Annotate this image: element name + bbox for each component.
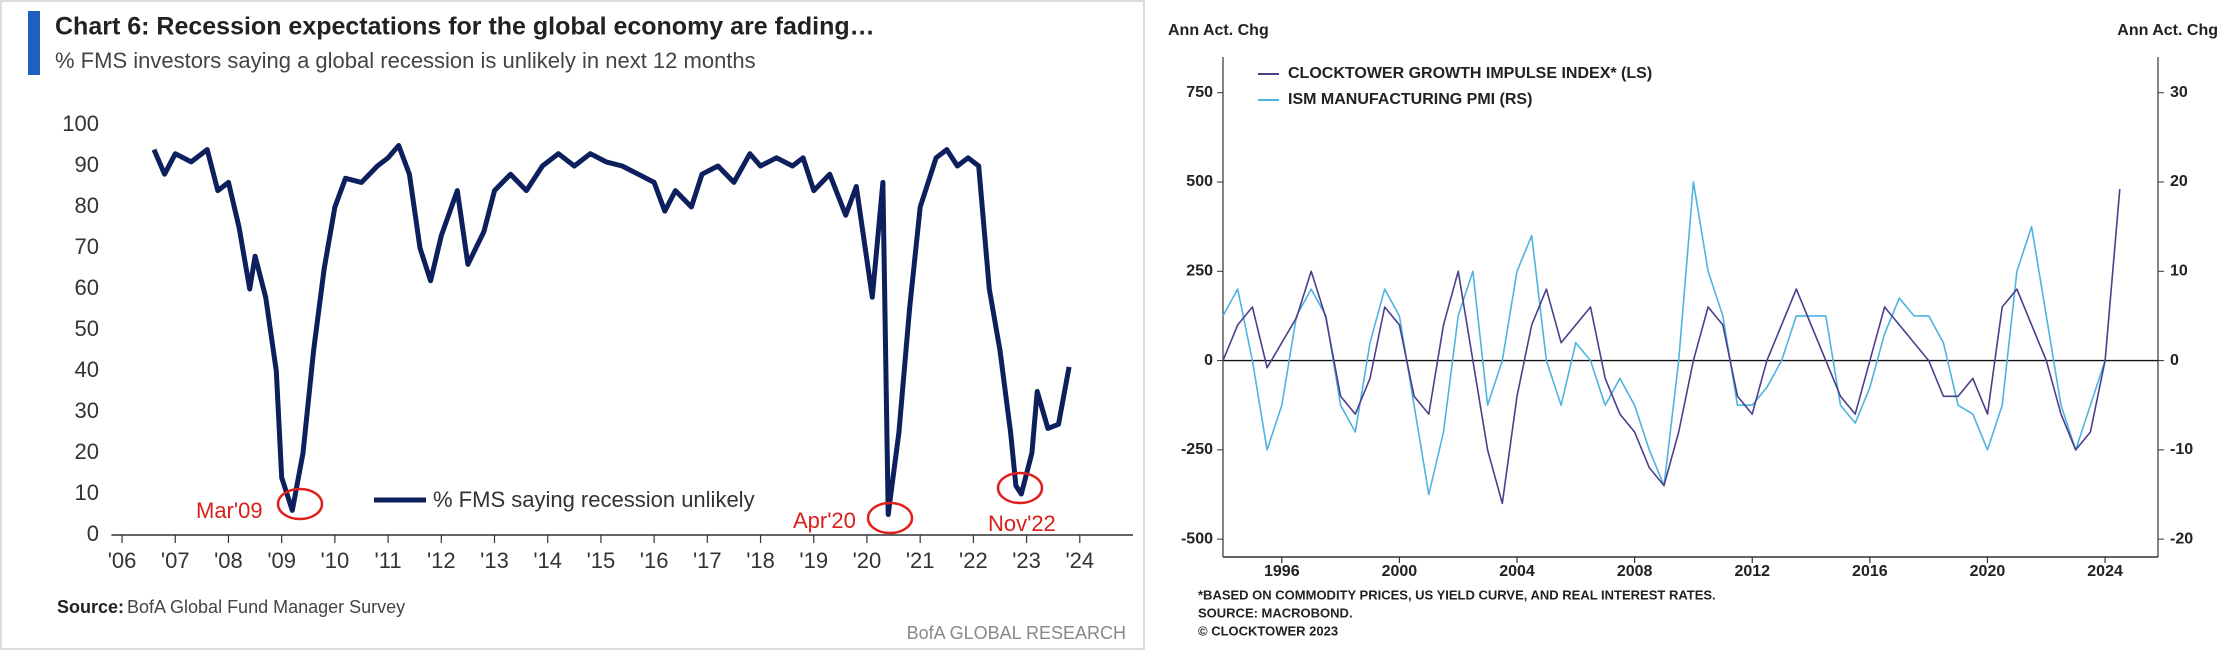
y-tick-label: 70 bbox=[75, 234, 99, 259]
x-tick-label: '09 bbox=[267, 548, 296, 573]
legend-label: % FMS saying recession unlikely bbox=[433, 487, 755, 512]
y-tick-label: 60 bbox=[75, 275, 99, 300]
x-tick-label: 2020 bbox=[1970, 563, 2006, 580]
x-tick-label: 2024 bbox=[2087, 563, 2123, 580]
annotation: Mar'09 bbox=[196, 498, 263, 523]
y2-tick-label: -20 bbox=[2170, 530, 2193, 547]
x-tick-label: 2008 bbox=[1617, 563, 1653, 580]
y-tick-label: 500 bbox=[1186, 173, 1213, 190]
footnote: *BASED ON COMMODITY PRICES, US YIELD CUR… bbox=[1198, 587, 1716, 602]
footnote: SOURCE: MACROBOND. bbox=[1198, 605, 1353, 620]
x-tick-label: 2012 bbox=[1734, 563, 1770, 580]
x-tick-label: 2000 bbox=[1382, 563, 1418, 580]
left-panel-border bbox=[0, 0, 1145, 650]
chart-subtitle: % FMS investors saying a global recessio… bbox=[55, 48, 756, 73]
legend-label: CLOCKTOWER GROWTH IMPULSE INDEX* (LS) bbox=[1288, 65, 1652, 82]
y-tick-label: 40 bbox=[75, 357, 99, 382]
legend-label: ISM MANUFACTURING PMI (RS) bbox=[1288, 91, 1532, 108]
y-tick-label: 90 bbox=[75, 152, 99, 177]
x-tick-label: '12 bbox=[427, 548, 456, 573]
y-tick-label: -500 bbox=[1181, 530, 1213, 547]
x-tick-label: '22 bbox=[959, 548, 988, 573]
y-tick-label: 80 bbox=[75, 193, 99, 218]
y-tick-label: 0 bbox=[87, 521, 99, 546]
y-tick-label: -250 bbox=[1181, 441, 1213, 458]
series-line bbox=[1222, 181, 2106, 496]
annotation-circle bbox=[866, 501, 914, 535]
x-tick-label: 1996 bbox=[1264, 563, 1300, 580]
x-tick-label: '23 bbox=[1012, 548, 1041, 573]
x-tick-label: '19 bbox=[799, 548, 828, 573]
y-tick-label: 0 bbox=[1204, 352, 1213, 369]
x-tick-label: '16 bbox=[640, 548, 669, 573]
x-tick-label: '24 bbox=[1065, 548, 1094, 573]
x-tick-label: '18 bbox=[746, 548, 775, 573]
credit: BofA GLOBAL RESEARCH bbox=[907, 623, 1126, 643]
y-tick-label: 10 bbox=[75, 480, 99, 505]
y2-tick-label: 20 bbox=[2170, 173, 2188, 190]
x-tick-label: '14 bbox=[533, 548, 562, 573]
y-tick-label: 30 bbox=[75, 398, 99, 423]
y2-tick-label: 10 bbox=[2170, 263, 2188, 280]
y-axis-label: Ann Act. Chg bbox=[1168, 22, 1269, 39]
x-tick-label: '21 bbox=[906, 548, 935, 573]
x-tick-label: '13 bbox=[480, 548, 509, 573]
x-tick-label: 2016 bbox=[1852, 563, 1888, 580]
x-tick-label: '07 bbox=[161, 548, 190, 573]
x-tick-label: '06 bbox=[108, 548, 137, 573]
x-tick-label: '17 bbox=[693, 548, 722, 573]
footnote: © CLOCKTOWER 2023 bbox=[1198, 623, 1338, 638]
y-tick-label: 20 bbox=[75, 439, 99, 464]
x-tick-label: '08 bbox=[214, 548, 243, 573]
series-line bbox=[1222, 189, 2121, 505]
y2-axis-label: Ann Act. Chg bbox=[2117, 22, 2218, 39]
x-tick-label: '11 bbox=[375, 548, 402, 573]
annotation: Apr'20 bbox=[793, 508, 856, 533]
y2-tick-label: -10 bbox=[2170, 441, 2193, 458]
y-tick-label: 750 bbox=[1186, 84, 1213, 101]
y2-tick-label: 30 bbox=[2170, 84, 2188, 101]
title-accent bbox=[28, 11, 40, 75]
source: BofA Global Fund Manager Survey bbox=[127, 597, 405, 617]
x-tick-label: '15 bbox=[587, 548, 616, 573]
annotation-circle bbox=[996, 471, 1044, 505]
chart-title: Chart 6: Recession expectations for the … bbox=[55, 13, 875, 41]
y-tick-label: 250 bbox=[1186, 263, 1213, 280]
series-line bbox=[151, 143, 1072, 517]
annotation: Nov'22 bbox=[988, 511, 1056, 536]
x-tick-label: '20 bbox=[853, 548, 882, 573]
annotation-circle bbox=[276, 487, 324, 521]
source-label: Source: bbox=[57, 597, 124, 617]
x-tick-label: '10 bbox=[321, 548, 350, 573]
y-tick-label: 100 bbox=[62, 111, 99, 136]
y-tick-label: 50 bbox=[75, 316, 99, 341]
x-tick-label: 2004 bbox=[1499, 563, 1535, 580]
y2-tick-label: 0 bbox=[2170, 352, 2179, 369]
